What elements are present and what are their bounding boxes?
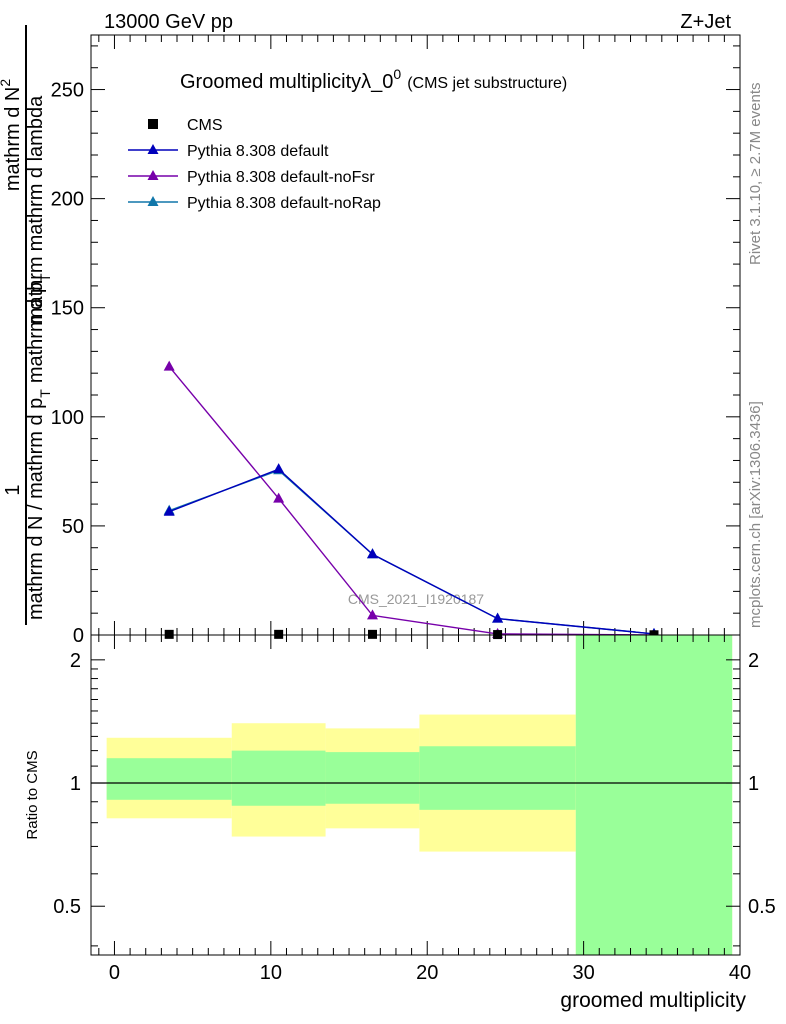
legend-marker-cms [148, 119, 158, 129]
main-y-axis: 0 50 100 150 200 250 [51, 45, 740, 647]
mcplots-credit-label: mcplots.cern.ch [arXiv:1306.3436] [747, 401, 764, 628]
ratio-y-label: Ratio to CMS [24, 750, 41, 839]
data-point-series-1 [163, 505, 175, 516]
x-axis-label: groomed multiplicity [560, 989, 746, 1012]
header-process-label: Z+Jet [680, 11, 731, 33]
legend: CMS Pythia 8.308 default Pythia 8.308 defa… [128, 117, 381, 212]
data-point-cms [164, 629, 174, 639]
legend-label-3: Pythia 8.308 default-noRap [187, 195, 381, 212]
legend-label-2: Pythia 8.308 default-noFsr [187, 169, 375, 186]
legend-label-1: Pythia 8.308 default [187, 143, 329, 160]
ratio-y-tick-label-right: 0.5 [748, 896, 776, 918]
ratio-y-tick-label-right: 1 [748, 773, 759, 795]
ratio-stat-uncertainty-band [419, 746, 576, 810]
data-point-cms [274, 629, 284, 639]
ratio-y-tick-label: 0.5 [53, 896, 81, 918]
main-y-tick-label: 0 [73, 625, 84, 647]
ratio-plot-frame [90, 634, 741, 956]
data-point-series-2 [273, 492, 285, 503]
legend-marker-2 [147, 170, 159, 180]
plot-title-sup: 0 [393, 66, 401, 82]
ratio-x-tick-label: 20 [416, 962, 438, 984]
main-y-tick-label: 250 [51, 80, 84, 102]
ratio-x-tick-label: 40 [729, 962, 751, 984]
ratio-stat-uncertainty-band [575, 635, 733, 955]
main-y-tick-label: 100 [51, 407, 84, 429]
main-x-ticks [98, 35, 741, 635]
plot-subtitle: (CMS jet substructure) [407, 75, 567, 92]
series-line-1 [168, 468, 655, 635]
ratio-y-axis: 0.5 0.5 1 1 2 2 [53, 650, 776, 947]
data-point-cms [367, 629, 377, 639]
ratio-x-tick-label: 0 [109, 962, 120, 984]
data-point-series-2 [163, 360, 175, 371]
plot-title: Groomed multiplicityλ_00 (CMS jet substru… [180, 66, 567, 93]
main-y-tick-label: 50 [62, 516, 84, 538]
legend-marker-1 [147, 144, 159, 154]
y-label-frac-numerator: mathrm d N2 [0, 79, 24, 191]
ratio-bands [91, 635, 740, 955]
y-axis-label: 1 mathrm d N2 mathrmmathrm d lambda math… [0, 25, 53, 625]
y-label-lambda: mathrmmathrm d lambda [25, 95, 47, 324]
ratio-stat-uncertainty-band [106, 758, 232, 800]
data-point-series-1 [492, 612, 504, 623]
ratio-stat-uncertainty-band [325, 752, 420, 804]
main-plot-panel: 0 50 100 150 200 250 CMS_2021_I1920187 Groome… [0, 25, 741, 647]
main-y-tick-label: 150 [51, 298, 84, 320]
ratio-stat-uncertainty-band [231, 750, 326, 806]
ratio-x-tick-label: 30 [572, 962, 594, 984]
rivet-version-label: Rivet 3.1.10, ≥ 2.7M events [747, 83, 764, 266]
legend-label-0: CMS [187, 117, 223, 134]
series-line-3 [168, 469, 655, 635]
header-energy-label: 13000 GeV pp [104, 11, 233, 33]
ratio-y-tick-label-right: 2 [748, 650, 759, 672]
ratio-y-tick-label: 1 [70, 773, 81, 795]
plot-watermark: CMS_2021_I1920187 [348, 591, 484, 607]
data-point-series-1 [273, 463, 285, 474]
ratio-x-axis: 0 10 20 30 40 [98, 635, 751, 984]
data-point-series-1 [366, 548, 378, 559]
legend-marker-3 [147, 196, 159, 206]
data-point-series-2 [366, 609, 378, 620]
main-y-tick-label: 200 [51, 189, 84, 211]
ratio-plot-panel: 0.5 0.5 1 1 2 2 0 10 20 30 40 Ratio to CMS groome… [24, 634, 776, 1012]
ratio-x-tick-label: 10 [260, 962, 282, 984]
ratio-y-tick-label: 2 [70, 650, 81, 672]
y-label-numerator: 1 [2, 484, 24, 495]
plot-title-main: Groomed multiplicityλ_0 [180, 71, 393, 93]
y-label-denominator: mathrm d N / mathrm d pTmathrm d pT [25, 273, 53, 620]
